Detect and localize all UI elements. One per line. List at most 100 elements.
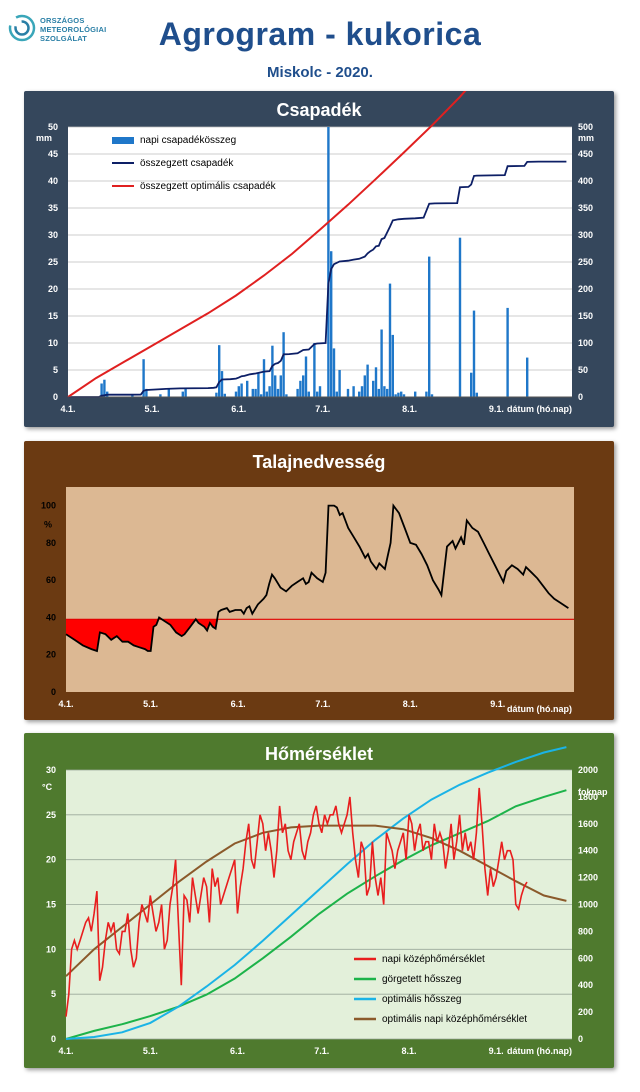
x-tick-label: 8.1. <box>402 404 417 414</box>
precip-bar <box>237 386 240 397</box>
precip-bar <box>472 310 476 397</box>
precip-bar <box>279 375 282 397</box>
y-tick-label: 0 <box>53 392 58 402</box>
y-tick-label: 20 <box>48 284 58 294</box>
y-tick-label: 25 <box>46 810 56 820</box>
page-subtitle: Miskolc - 2020. <box>267 64 373 81</box>
y-tick-label: 40 <box>46 612 56 622</box>
omsz-logo: ORSZÁGOS METEOROLÓGIAI SZOLGÁLAT <box>8 14 138 54</box>
logo-line-2: METEOROLÓGIAI <box>40 25 107 34</box>
soil-moisture-chart: Talajnedvesség 0 20 40 60 80 100% 4.1. 5.1. 6.1. 7… <box>41 452 574 714</box>
precip-bar <box>159 394 162 397</box>
precip-bar <box>103 379 106 397</box>
precip-bar <box>302 375 305 397</box>
y-axis-label: °C <box>42 782 53 792</box>
y-tick-label: 10 <box>46 944 56 954</box>
x-axis-label: dátum (hó.nap) <box>507 1046 572 1056</box>
logo-text: ORSZÁGOS METEOROLÓGIAI SZOLGÁLAT <box>40 16 106 43</box>
chart-title: Talajnedvesség <box>253 452 386 472</box>
y-right-tick-label: 0 <box>578 392 583 402</box>
x-tick-label: 7.1. <box>315 699 330 709</box>
precip-bar <box>360 386 364 397</box>
precip-bar <box>372 380 375 397</box>
precipitation-chart: Csapadék05101520253035404550050100150200… <box>36 91 594 414</box>
chart-title: Hőmérséklet <box>265 744 373 764</box>
x-tick-label: 8.1. <box>403 699 418 709</box>
y-right-tick-label: 100 <box>578 338 593 348</box>
precip-bar <box>131 394 134 397</box>
x-tick-label: 4.1. <box>58 699 73 709</box>
x-axis-label: dátum (hó.nap) <box>507 404 572 414</box>
precip-bar <box>304 356 308 397</box>
page-title: Agrogram - kukorica <box>158 16 482 52</box>
legend-heat-sum-label: görgetett hősszeg <box>382 974 462 985</box>
precip-bar <box>428 256 431 397</box>
x-tick-label: 9.1. <box>489 1046 504 1056</box>
x-axis-label: dátum (hó.nap) <box>507 704 572 714</box>
y-tick-label: 30 <box>48 230 58 240</box>
precip-bar <box>215 392 218 397</box>
y-tick-label: 30 <box>46 765 56 775</box>
precip-bar <box>234 391 238 397</box>
precip-bar <box>257 372 260 397</box>
precip-bar <box>274 375 277 397</box>
x-tick-label: 6.1. <box>231 699 246 709</box>
precip-bar <box>262 359 266 397</box>
y-right-tick-label: 400 <box>578 980 593 990</box>
precip-bar <box>386 388 389 397</box>
y-right-tick-label: 1400 <box>578 846 598 856</box>
precip-bar <box>282 332 285 397</box>
y-right-tick-label: 600 <box>578 953 593 963</box>
precip-bar <box>470 372 473 397</box>
omsz-logo-icon <box>8 14 36 42</box>
soil-moisture-line <box>65 503 569 653</box>
precip-bar <box>363 375 366 397</box>
y-tick-label: 25 <box>48 257 58 267</box>
precip-bar <box>397 392 400 397</box>
y-right-tick-label: 500 <box>578 122 593 132</box>
y-right-tick-label: 200 <box>578 1007 593 1017</box>
precip-bar <box>251 388 254 397</box>
precip-bar <box>425 391 428 397</box>
precip-bar <box>167 388 170 397</box>
precipitation-panel: Csapadék 0 5 10 15 20 25 30 35 40 45 50 0 50 100 150 200… <box>24 91 614 427</box>
precip-bar <box>526 357 529 397</box>
precip-bar <box>318 386 322 397</box>
y-axis-label: % <box>44 520 52 530</box>
y-tick-label: 60 <box>46 575 56 585</box>
precip-bar <box>142 359 145 397</box>
y-right-tick-label: 150 <box>578 311 593 321</box>
precip-bar <box>299 380 302 397</box>
precip-bar <box>327 127 330 397</box>
precip-bar <box>285 394 288 397</box>
x-tick-label: 9.1. <box>489 404 504 414</box>
precip-bar <box>394 394 397 397</box>
cumulative-precip-line <box>68 160 567 398</box>
y-tick-label: 0 <box>51 687 56 697</box>
x-tick-label: 5.1. <box>143 1046 158 1056</box>
y-right-tick-label: 250 <box>578 257 593 267</box>
plot-area <box>66 487 574 692</box>
chart-title: Csapadék <box>276 100 362 120</box>
x-tick-label: 7.1. <box>315 404 330 414</box>
precip-bar <box>475 392 478 397</box>
precip-bar <box>346 388 350 397</box>
precip-bar <box>271 345 274 397</box>
x-tick-label: 9.1. <box>490 699 505 709</box>
y-right-tick-label: 50 <box>578 365 588 375</box>
temperature-panel: Hőmérséklet 0 5 10 15 20 25 30 0 200 400 600 800 1000… <box>24 733 614 1068</box>
precip-bar <box>430 394 434 397</box>
precip-bar <box>145 388 148 397</box>
y-right-tick-label: 1800 <box>578 792 598 802</box>
y-right-tick-label: 200 <box>578 284 593 294</box>
precip-bar <box>358 391 361 397</box>
y-right-axis-label: mm <box>578 133 594 143</box>
y-tick-label: 50 <box>48 122 58 132</box>
x-tick-label: 4.1. <box>58 1046 73 1056</box>
precip-bar <box>240 383 243 397</box>
y-tick-label: 5 <box>53 365 58 375</box>
precip-bar <box>388 283 392 397</box>
precip-bar <box>335 391 338 397</box>
y-right-tick-label: 300 <box>578 230 593 240</box>
y-tick-label: 35 <box>48 203 58 213</box>
